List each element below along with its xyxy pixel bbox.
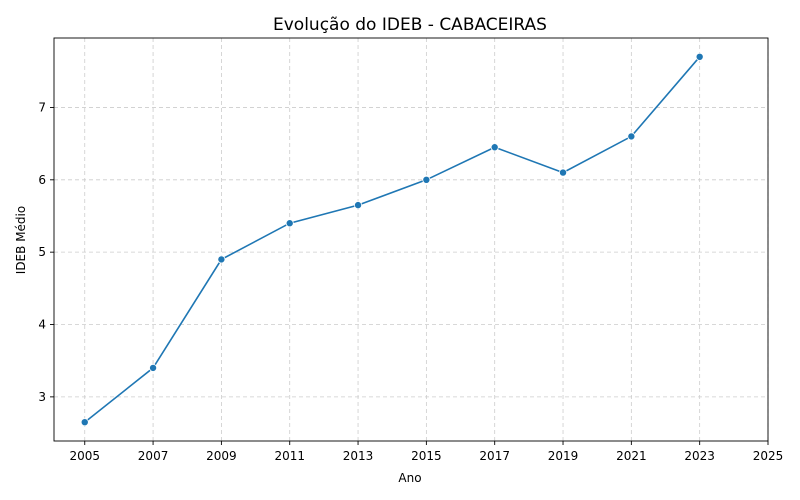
- chart-title: Evolução do IDEB - CABACEIRAS: [273, 15, 547, 35]
- data-point: [627, 132, 636, 141]
- data-point: [422, 175, 431, 184]
- y-tick-label: 4: [38, 318, 46, 332]
- series-line: [84, 56, 701, 423]
- x-tick-label: 2025: [753, 449, 784, 463]
- data-point: [149, 363, 158, 372]
- ticks-layer: 2005 2007 2009 2011 2013 2015 2017 2019 2021 2023…: [38, 100, 783, 463]
- data-point: [559, 168, 568, 177]
- x-tick-label: 2005: [69, 449, 100, 463]
- data-point: [354, 201, 363, 210]
- data-point: [80, 418, 89, 427]
- x-tick-label: 2007: [138, 449, 169, 463]
- data-point: [490, 143, 499, 152]
- x-tick-label: 2009: [206, 449, 237, 463]
- data-point: [217, 255, 226, 264]
- grid-layer: [54, 38, 769, 441]
- data-point: [695, 52, 704, 61]
- series-layer: [80, 52, 704, 427]
- x-tick-label: 2023: [684, 449, 715, 463]
- y-tick-label: 7: [38, 100, 46, 114]
- x-axis-label: Ano: [398, 471, 421, 485]
- x-tick-label: 2019: [548, 449, 579, 463]
- data-point: [285, 219, 294, 228]
- y-tick-label: 3: [38, 390, 46, 404]
- y-tick-label: 6: [38, 173, 46, 187]
- x-tick-label: 2011: [274, 449, 305, 463]
- y-tick-label: 5: [38, 245, 46, 259]
- y-axis-label: IDEB Médio: [14, 206, 28, 274]
- x-tick-label: 2015: [411, 449, 442, 463]
- plot-frame: [53, 37, 769, 442]
- x-tick-label: 2017: [479, 449, 510, 463]
- x-tick-label: 2013: [343, 449, 374, 463]
- x-tick-label: 2021: [616, 449, 647, 463]
